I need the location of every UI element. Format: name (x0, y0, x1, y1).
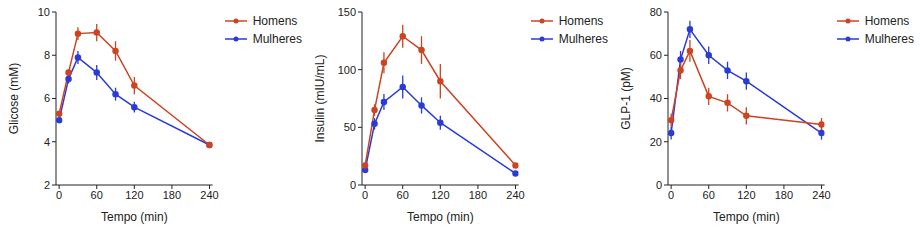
svg-text:0: 0 (56, 189, 62, 201)
svg-text:180: 180 (163, 189, 181, 201)
svg-text:60: 60 (91, 189, 103, 201)
svg-text:2: 2 (44, 179, 50, 191)
svg-text:60: 60 (397, 189, 409, 201)
svg-text:120: 120 (431, 189, 449, 201)
svg-text:240: 240 (506, 189, 524, 201)
svg-text:Tempo (min): Tempo (min) (101, 210, 168, 224)
svg-text:80: 80 (650, 6, 662, 18)
svg-text:Tempo (min): Tempo (min) (407, 210, 474, 224)
svg-text:0: 0 (668, 189, 674, 201)
svg-text:120: 120 (737, 189, 755, 201)
svg-text:0: 0 (350, 179, 356, 191)
svg-text:100: 100 (338, 64, 356, 76)
svg-text:Glicose (mM): Glicose (mM) (8, 63, 21, 134)
svg-text:180: 180 (469, 189, 487, 201)
html-text:Mulheres: Mulheres (558, 32, 608, 46)
html-text:Homens: Homens (864, 14, 910, 28)
svg-text:4: 4 (44, 136, 50, 148)
html-text:Homens: Homens (558, 14, 604, 28)
svg-text:40: 40 (650, 92, 662, 104)
svg-text:60: 60 (650, 49, 662, 61)
svg-text:8: 8 (44, 49, 50, 61)
svg-text:6: 6 (44, 92, 50, 104)
svg-text:10: 10 (38, 6, 50, 18)
svg-text:Insulin (mIU/mL): Insulin (mIU/mL) (313, 54, 327, 142)
svg-text:120: 120 (125, 189, 143, 201)
html-text:Mulheres: Mulheres (864, 32, 914, 46)
svg-text:Tempo (min): Tempo (min) (713, 210, 780, 224)
svg-text:0: 0 (362, 189, 368, 201)
svg-text:50: 50 (344, 121, 356, 133)
svg-text:60: 60 (703, 189, 715, 201)
svg-text:240: 240 (200, 189, 218, 201)
svg-text:150: 150 (338, 6, 356, 18)
html-text:Mulheres: Mulheres (252, 32, 302, 46)
html-text:Homens: Homens (252, 14, 298, 28)
svg-text:GLP-1 (pM): GLP-1 (pM) (619, 67, 633, 130)
svg-text:180: 180 (775, 189, 793, 201)
svg-text:240: 240 (812, 189, 830, 201)
svg-text:20: 20 (650, 136, 662, 148)
svg-text:0: 0 (656, 179, 662, 191)
